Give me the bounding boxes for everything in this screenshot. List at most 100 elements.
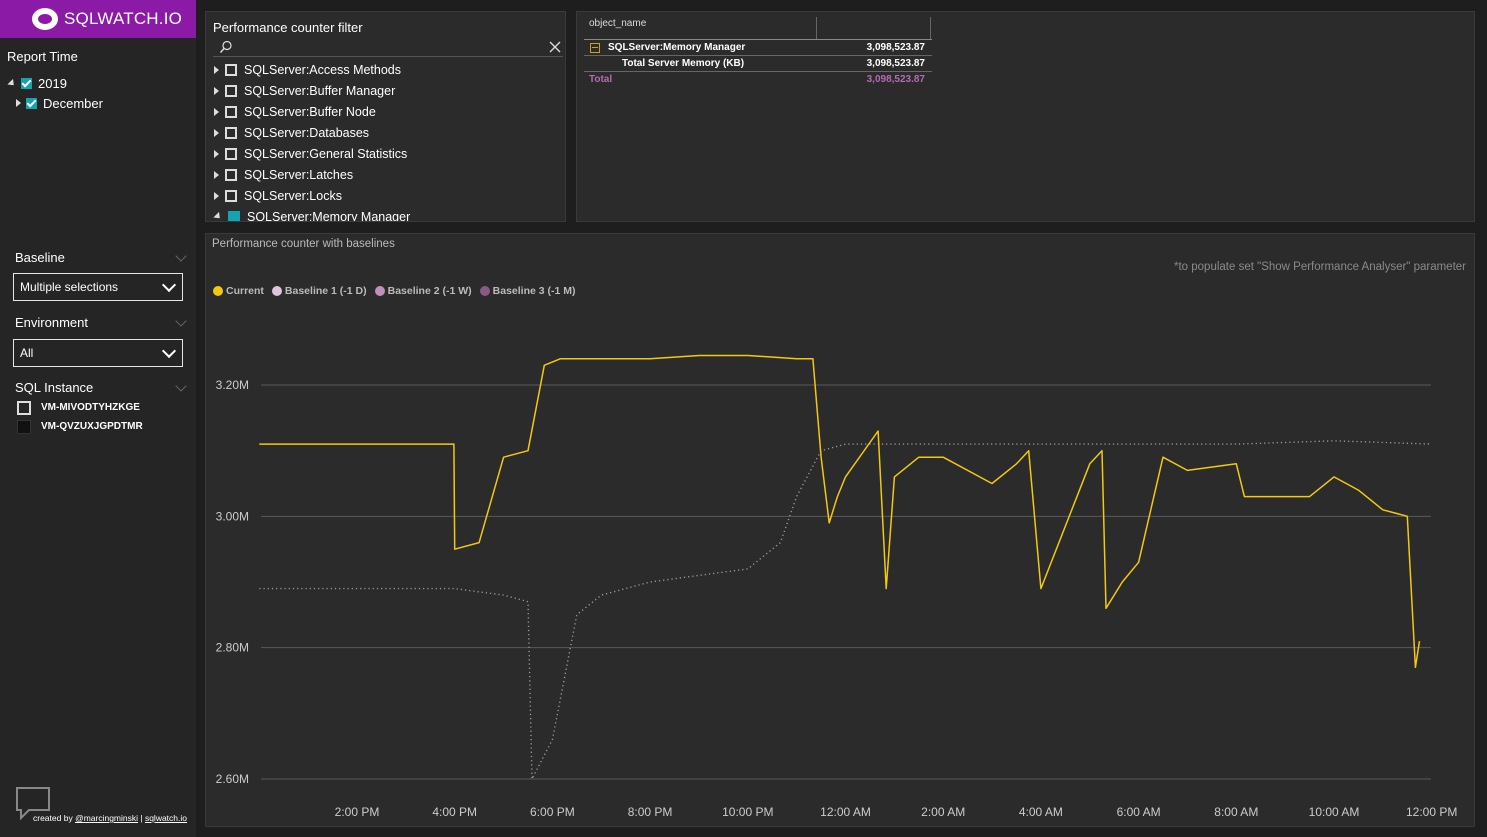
counter-checkbox[interactable] <box>225 84 237 97</box>
matrix-row-value: 3,098,523.87 <box>866 58 925 69</box>
collapse-icon[interactable] <box>590 42 600 53</box>
counter-checkbox[interactable] <box>225 168 237 181</box>
baseline-slicer-header: Baseline <box>15 249 187 265</box>
x-tick-label: 8:00 PM <box>628 805 673 819</box>
environment-slicer-header: Environment <box>15 314 187 330</box>
expand-down-icon[interactable] <box>213 211 223 221</box>
expand-right-icon[interactable] <box>214 191 219 200</box>
matrix-row-label: Total Server Memory (KB) <box>622 58 745 69</box>
expand-right-icon[interactable] <box>16 99 21 107</box>
expand-down-icon[interactable] <box>7 78 17 88</box>
baseline-title: Baseline <box>15 250 65 265</box>
legend-label-baseline3[interactable]: Baseline 3 (-1 M) <box>492 285 576 297</box>
site-link[interactable]: sqlwatch.io <box>144 813 188 823</box>
brand-logo[interactable]: SQLWATCH.IO <box>0 0 196 38</box>
counter-checkbox-partial[interactable] <box>228 210 240 221</box>
x-tick-label: 6:00 PM <box>530 805 575 819</box>
counter-label: SQLServer:Latches <box>244 167 354 182</box>
expand-right-icon[interactable] <box>214 86 219 95</box>
expand-right-icon[interactable] <box>214 128 219 137</box>
year-checkbox[interactable] <box>21 77 32 89</box>
chevron-down-icon <box>161 277 177 292</box>
instance-checkbox[interactable] <box>17 400 31 415</box>
x-tick-label: 10:00 PM <box>722 805 773 819</box>
footer-credit: created by @marcingminski | sqlwatch.io <box>33 813 187 823</box>
sql-instance-slicer-header: SQL Instance <box>15 379 187 395</box>
chart-panel: Performance counter with baselines *to p… <box>205 233 1475 827</box>
counter-label: SQLServer:Buffer Node <box>244 104 376 119</box>
tree-node-year[interactable]: 2019 <box>7 74 67 92</box>
x-tick-label: 8:00 AM <box>1214 805 1258 819</box>
matrix-row[interactable]: Total Server Memory (KB) 3,098,523.87 <box>584 56 932 71</box>
line-chart[interactable]: 2.60M 2.80M 3.00M 3.20M 2:00 PM 4:00 PM 6:00 P… <box>206 234 1474 826</box>
counter-label: SQLServer:Buffer Manager <box>244 83 396 98</box>
report-time-title: Report Time <box>7 49 78 64</box>
counter-item[interactable]: SQLServer:Latches <box>214 164 410 185</box>
counter-filter-panel: Performance counter filter SQLServer:Acc… <box>205 11 566 222</box>
expand-right-icon[interactable] <box>214 107 219 116</box>
counter-checkbox[interactable] <box>225 105 237 118</box>
counter-search-box[interactable] <box>213 38 563 57</box>
expand-right-icon[interactable] <box>214 149 219 158</box>
counter-item[interactable]: SQLServer:Buffer Node <box>214 101 410 122</box>
month-label: December <box>43 95 103 111</box>
matrix-total-value: 3,098,523.87 <box>866 73 925 85</box>
legend-label-baseline2[interactable]: Baseline 2 (-1 W) <box>387 285 472 297</box>
author-link[interactable]: @marcingminski <box>75 813 139 823</box>
legend-label-current[interactable]: Current <box>226 285 264 297</box>
y-tick-label: 3.00M <box>216 509 249 523</box>
legend-label-baseline1[interactable]: Baseline 1 (-1 D) <box>284 285 367 297</box>
chart-legend: Current Baseline 1 (-1 D) Baseline 2 (-1… <box>213 285 576 297</box>
expand-right-icon[interactable] <box>214 170 219 179</box>
counter-checkbox[interactable] <box>225 126 237 139</box>
counter-item[interactable]: SQLServer:Access Methods <box>214 59 410 80</box>
environment-dropdown[interactable]: All <box>13 339 183 367</box>
matrix-row-label: SQLServer:Memory Manager <box>608 42 746 53</box>
matrix-table: object_name SQLServer:Memory Manager 3,0… <box>584 17 932 86</box>
counter-checkbox[interactable] <box>225 63 237 76</box>
counter-item[interactable]: SQLServer:Locks <box>214 185 410 206</box>
legend-dot-baseline1 <box>271 286 282 296</box>
counter-filter-title: Performance counter filter <box>213 20 363 35</box>
chevron-down-icon <box>161 343 177 358</box>
comment-icon[interactable] <box>15 786 51 825</box>
month-checkbox[interactable] <box>26 97 37 109</box>
x-tick-label: 2:00 AM <box>921 805 965 819</box>
x-tick-label: 2:00 PM <box>335 805 380 819</box>
matrix-panel: object_name SQLServer:Memory Manager 3,0… <box>576 11 1475 222</box>
chart-title: Performance counter with baselines <box>212 238 395 250</box>
baseline-dropdown[interactable]: Multiple selections <box>13 273 183 301</box>
baseline1-series-line[interactable] <box>259 440 1432 780</box>
matrix-col-header[interactable]: object_name <box>584 17 817 39</box>
sql-instance-item[interactable]: VM-MIVODTYHZKGE <box>17 398 140 417</box>
current-series-line[interactable] <box>259 354 1421 669</box>
y-tick-label: 2.80M <box>216 641 249 655</box>
chevron-down-icon[interactable] <box>175 314 187 327</box>
counter-checkbox[interactable] <box>225 147 237 160</box>
year-label: 2019 <box>38 75 67 91</box>
counter-item[interactable]: SQLServer:Buffer Manager <box>214 80 410 101</box>
x-tick-label: 6:00 AM <box>1117 805 1161 819</box>
sql-instance-item[interactable]: VM-QVZUXJGPDTMR <box>17 417 143 436</box>
matrix-row[interactable]: SQLServer:Memory Manager 3,098,523.87 <box>584 40 932 56</box>
counter-search-input[interactable] <box>237 38 541 56</box>
environment-value: All <box>20 346 34 360</box>
sidebar: SQLWATCH.IO Report Time 2019 December Ba… <box>0 0 196 837</box>
instance-checkbox[interactable] <box>17 419 31 434</box>
close-icon[interactable] <box>549 41 561 53</box>
chevron-down-icon[interactable] <box>175 379 187 392</box>
matrix-header-row: object_name <box>584 17 932 40</box>
counter-checkbox[interactable] <box>225 189 237 202</box>
search-icon <box>219 40 232 53</box>
x-tick-label: 4:00 AM <box>1019 805 1063 819</box>
legend-dot-current <box>213 286 223 296</box>
counter-item[interactable]: SQLServer:General Statistics <box>214 143 410 164</box>
counter-item[interactable]: SQLServer:Memory Manager <box>213 206 410 221</box>
counter-item[interactable]: SQLServer:Databases <box>214 122 410 143</box>
chart-note: *to populate set "Show Performance Analy… <box>1174 261 1466 273</box>
chevron-down-icon[interactable] <box>175 249 187 262</box>
counter-label: SQLServer:Locks <box>244 188 342 203</box>
expand-right-icon[interactable] <box>214 65 219 74</box>
matrix-value-header <box>817 17 931 39</box>
tree-node-month[interactable]: December <box>16 94 103 112</box>
